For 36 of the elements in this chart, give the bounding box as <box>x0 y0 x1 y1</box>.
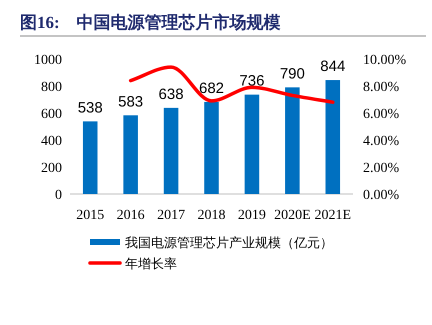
bar <box>285 87 300 194</box>
y-tick-label: 600 <box>41 107 62 122</box>
y2-tick-label: 2.00% <box>363 161 400 176</box>
data-label: 538 <box>78 99 103 116</box>
x-tick-label: 2021E <box>314 208 352 223</box>
data-label: 844 <box>320 58 346 76</box>
data-label: 736 <box>239 72 264 90</box>
y2-tick-label: 0.00% <box>363 188 400 203</box>
data-label: 682 <box>198 80 224 97</box>
y2-tick-label: 4.00% <box>363 134 400 149</box>
bar <box>244 94 260 194</box>
x-tick-label: 2017 <box>157 208 186 223</box>
data-label: 583 <box>118 93 144 110</box>
y-tick-label: 1000 <box>34 53 62 68</box>
y-tick-label: 200 <box>41 161 62 176</box>
y2-tick-label: 6.00% <box>363 107 400 122</box>
legend-label: 我国电源管理芯片产业规模（亿元） <box>125 235 333 250</box>
y2-tick-label: 8.00% <box>363 80 400 95</box>
y-tick-label: 800 <box>41 80 62 95</box>
x-tick-label: 2019 <box>238 208 266 223</box>
y-tick-label: 400 <box>41 134 62 149</box>
legend-label: 年增长率 <box>125 256 177 271</box>
data-label: 790 <box>280 65 305 82</box>
bar <box>164 108 178 194</box>
bar <box>123 115 138 194</box>
y2-tick-label: 10.00% <box>363 53 406 68</box>
y-tick-label: 0 <box>55 188 62 203</box>
bar <box>326 80 340 194</box>
bar <box>82 121 98 194</box>
chart-title: 图16: 中国电源管理芯片市场规模 <box>20 13 281 32</box>
x-tick-label: 2016 <box>116 208 145 223</box>
x-tick-label: 2020E <box>274 208 311 223</box>
bar <box>204 102 219 194</box>
x-tick-label: 2015 <box>76 208 104 223</box>
data-label: 638 <box>158 86 184 103</box>
x-tick-label: 2018 <box>198 208 226 223</box>
